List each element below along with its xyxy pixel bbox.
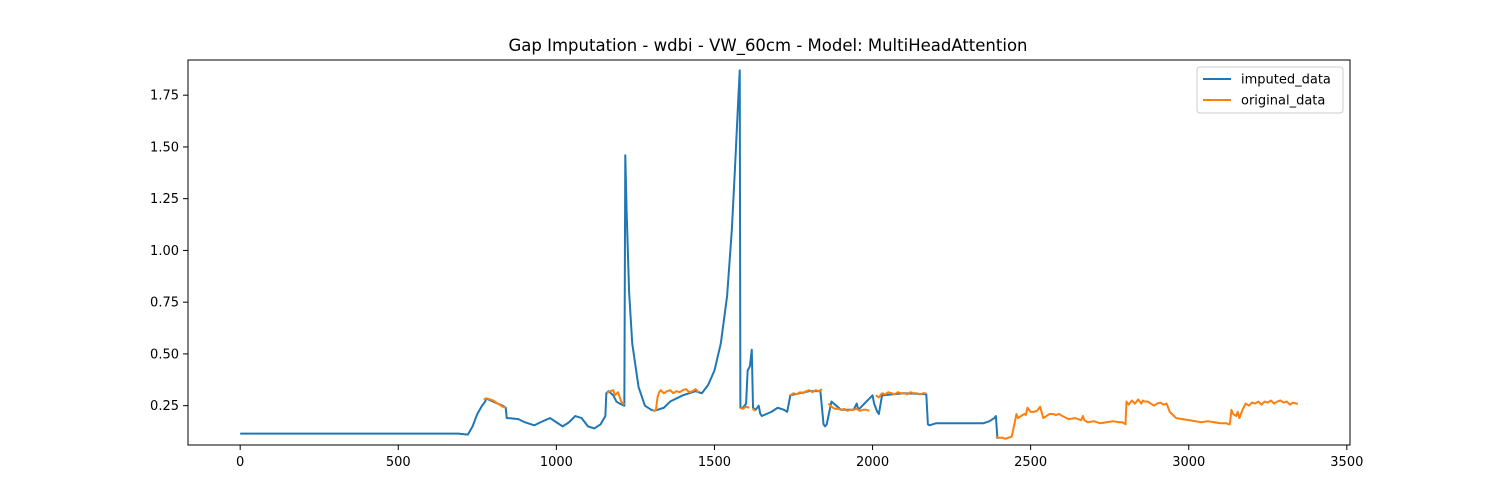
x-tick-label: 1500	[698, 455, 731, 470]
plot-area	[240, 69, 1298, 440]
x-tick-label: 3000	[1172, 455, 1205, 470]
x-tick-label: 500	[386, 455, 411, 470]
y-tick-label: 1.75	[150, 89, 179, 104]
y-tick-label: 1.25	[150, 192, 179, 207]
axes: 0 500 1000 1500 2000 2500 3000 3500 0.25 0.50 0.75…	[150, 59, 1363, 470]
legend-box	[1196, 66, 1344, 114]
y-tick-label: 1.00	[150, 244, 179, 259]
y-tick-label: 0.25	[150, 399, 179, 414]
x-tick-label: 2000	[856, 455, 889, 470]
series-line-original-data	[483, 388, 1298, 440]
y-tick-label: 0.75	[150, 296, 179, 311]
x-tick-label: 3500	[1330, 455, 1363, 470]
axes-frame	[187, 59, 1351, 446]
legend: imputed_data original_data	[1196, 66, 1344, 114]
x-tick-label: 0	[236, 455, 244, 470]
legend-label-imputed-data: imputed_data	[1241, 73, 1331, 88]
legend-label-original-data: original_data	[1241, 94, 1325, 109]
chart-title: Gap Imputation - wdbi - VW_60cm - Model:…	[509, 36, 1028, 56]
y-tick-label: 0.50	[150, 347, 179, 362]
x-tick-label: 2500	[1014, 455, 1047, 470]
y-tick-label: 1.50	[150, 140, 179, 155]
x-tick-label: 1000	[540, 455, 573, 470]
